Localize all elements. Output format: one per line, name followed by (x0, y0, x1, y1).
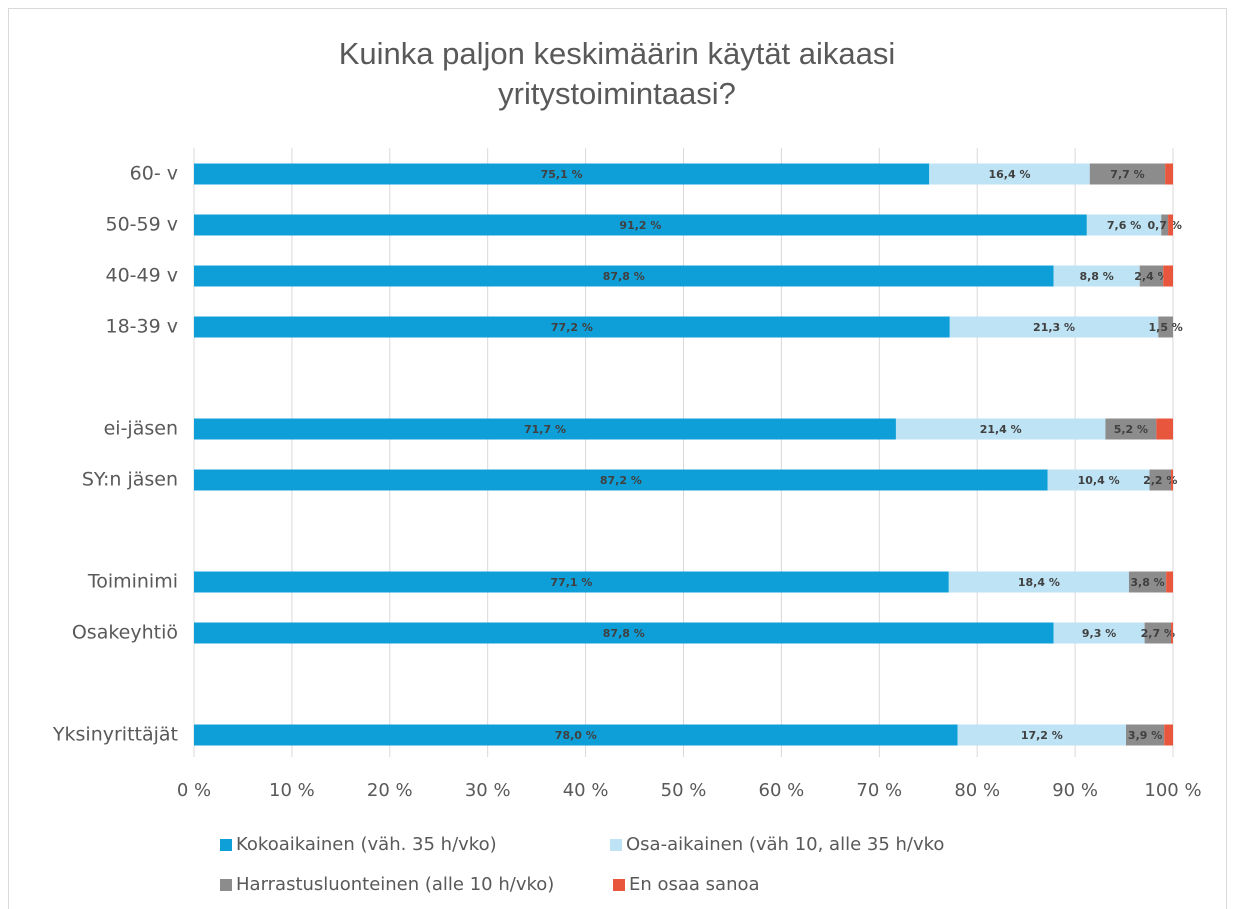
data-label: 87,2 % (600, 474, 642, 487)
y-tick-label: 60- v (130, 163, 178, 185)
data-label: 7,7 % (1110, 168, 1144, 181)
bar-segment (1161, 214, 1169, 236)
x-tick-label: 100 % (1144, 780, 1201, 801)
data-label: 7,6 % (1107, 219, 1141, 232)
bar-segment (929, 163, 1090, 185)
bar-segment (1128, 571, 1167, 593)
bar-segment (194, 214, 1087, 236)
x-tick-label: 30 % (465, 780, 511, 801)
bar-segment (1171, 622, 1173, 644)
legend-label: En osaa sanoa (629, 874, 760, 895)
bar-segment (194, 265, 1054, 287)
bar-segment (1156, 418, 1173, 440)
legend-label: Osa-aikainen (väh 10, alle 35 h/vko (626, 834, 944, 855)
bar-segment (1086, 214, 1162, 236)
data-label: 17,2 % (1021, 729, 1063, 742)
bar-segment (1163, 265, 1173, 287)
data-label: 21,4 % (980, 423, 1022, 436)
data-label: 2,4 % (1134, 270, 1168, 283)
y-tick-label: ei-jäsen (104, 418, 178, 440)
chart-frame (8, 8, 1227, 909)
x-tick-label: 50 % (661, 780, 707, 801)
y-tick-label: Osakeyhtiö (72, 622, 178, 644)
data-label: 77,2 % (551, 321, 593, 334)
x-tick-label: 70 % (856, 780, 902, 801)
bar-segment (1126, 724, 1165, 746)
data-label: 77,1 % (550, 576, 592, 589)
data-label: 71,7 % (524, 423, 566, 436)
bar-segment (957, 724, 1127, 746)
legend-label: Harrastusluonteinen (alle 10 h/vko) (236, 874, 554, 895)
bar-segment (1053, 622, 1145, 644)
bar-segment (895, 418, 1106, 440)
data-label: 5,2 % (1114, 423, 1148, 436)
data-label: 78,0 % (555, 729, 597, 742)
data-label: 3,8 % (1130, 576, 1164, 589)
x-tick-label: 60 % (759, 780, 805, 801)
data-label: 87,8 % (603, 270, 645, 283)
x-tick-label: 80 % (954, 780, 1000, 801)
bar-segment (1166, 571, 1173, 593)
x-tick-label: 0 % (177, 780, 211, 801)
bar-segment (194, 724, 958, 746)
x-tick-label: 90 % (1052, 780, 1098, 801)
data-label: 1,5 % (1148, 321, 1182, 334)
bar-segment (194, 571, 949, 593)
bar-segment (1105, 418, 1157, 440)
data-label: 18,4 % (1018, 576, 1060, 589)
bar-segment (1089, 163, 1166, 185)
legend-label: Kokoaikainen (väh. 35 h/vko) (236, 834, 497, 855)
bar-segment (949, 316, 1159, 338)
y-tick-label: 40-49 v (106, 265, 179, 287)
data-label: 10,4 % (1078, 474, 1120, 487)
y-tick-label: Toiminimi (87, 571, 178, 593)
x-tick-label: 40 % (563, 780, 609, 801)
bar-segment (1139, 265, 1164, 287)
bar-segment (1053, 265, 1140, 287)
data-label: 91,2 % (619, 219, 661, 232)
bar-segment (1149, 469, 1172, 491)
bar-segment (194, 469, 1048, 491)
bar-segment (948, 571, 1129, 593)
legend-swatch (613, 879, 625, 891)
data-label: 2,2 % (1143, 474, 1177, 487)
bar-segment (194, 418, 896, 440)
data-label: 2,7 % (1141, 627, 1175, 640)
x-tick-label: 10 % (269, 780, 315, 801)
legend-swatch (220, 839, 232, 851)
y-tick-label: Yksinyrittäjät (52, 724, 178, 746)
data-label: 0,7 % (1148, 219, 1182, 232)
y-tick-label: 50-59 v (106, 214, 179, 236)
y-tick-label: SY:n jäsen (82, 469, 178, 491)
legend-swatch (220, 879, 232, 891)
x-tick-label: 20 % (367, 780, 413, 801)
bar-segment (1047, 469, 1150, 491)
data-label: 87,8 % (603, 627, 645, 640)
data-label: 8,8 % (1079, 270, 1113, 283)
bar-segment (194, 316, 950, 338)
bar-segment (1158, 316, 1173, 338)
legend-swatch (610, 839, 622, 851)
bar-segment (1171, 469, 1173, 491)
bar-segment (1165, 163, 1173, 185)
data-label: 9,3 % (1082, 627, 1116, 640)
data-label: 3,9 % (1128, 729, 1162, 742)
bar-segment (194, 622, 1054, 644)
bar-segment (1168, 214, 1173, 236)
data-label: 16,4 % (989, 168, 1031, 181)
bar-segment (1164, 724, 1173, 746)
data-label: 21,3 % (1033, 321, 1075, 334)
bar-segment (194, 163, 930, 185)
bar-segment (1144, 622, 1172, 644)
data-label: 75,1 % (541, 168, 583, 181)
y-tick-label: 18-39 v (106, 316, 179, 338)
chart-title: Kuinka paljon keskimäärin käytät aikaasi… (338, 36, 896, 111)
